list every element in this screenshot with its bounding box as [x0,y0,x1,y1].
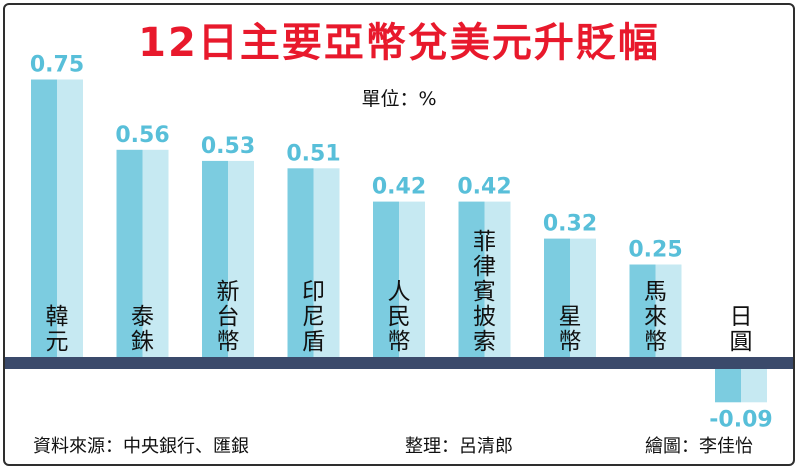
unit-label: 單位：% [361,88,437,110]
bar-chart: 0.75 韓元 0.56 泰銖 0.53 新台幣 0.51 印尼盾 0.42 人民幣 0.42 菲律賓… [5,53,793,432]
value-label: 0.56 [115,123,169,148]
category-label: 泰銖 [131,304,154,355]
illustrator-credit: 繪圖：李佳怡 [645,436,753,457]
value-label: -0.09 [709,407,772,432]
value-label: 0.53 [201,134,255,159]
zero-baseline [5,357,793,369]
chart-frame: 12日主要亞幣兌美元升貶幅 單位：% 0.75 韓元 0.56 泰銖 0.53 新台幣 0.… [3,3,795,466]
bar-馬來幣 [629,264,682,357]
category-label: 馬來幣 [644,279,667,355]
value-label: 0.25 [628,238,682,263]
category-label: 日圓 [730,304,753,355]
category-label: 星幣 [559,304,582,355]
bar-星幣 [544,238,596,357]
category-label: 新台幣 [217,279,240,355]
bar-韓元 [31,79,83,357]
category-label: 人民幣 [388,279,411,355]
category-label: 印尼盾 [302,279,325,355]
chart-title: 12日主要亞幣兌美元升貶幅 [138,20,660,66]
editor-credit: 整理：呂清郎 [405,436,513,457]
value-label: 0.32 [543,212,597,237]
bar-新台幣 [202,160,254,357]
bar-印尼盾 [287,168,340,357]
source-credit: 資料來源：中央銀行、匯銀 [33,436,249,457]
category-label: 菲律賓披索 [473,229,496,355]
value-label: 0.75 [30,53,84,78]
bar-菲律賓披索 [458,201,511,357]
bar-日圓 [715,369,767,403]
value-label: 0.42 [372,175,426,200]
bar-泰銖 [116,149,169,357]
bar-人民幣 [373,201,425,357]
value-label: 0.51 [286,141,340,166]
value-label: 0.42 [457,175,511,200]
category-label: 韓元 [46,304,69,355]
